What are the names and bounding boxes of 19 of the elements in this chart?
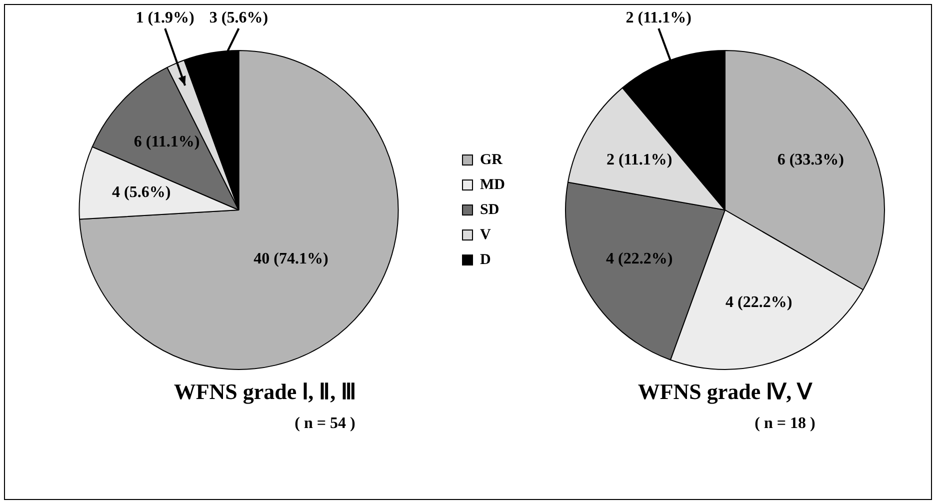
- data-label: 2 (11.1%): [626, 10, 692, 27]
- data-label: 4 (22.2%): [606, 250, 673, 268]
- data-label: 1 (1.9%): [136, 10, 194, 27]
- legend-label: D: [480, 252, 492, 268]
- data-label: 40 (74.1%): [254, 250, 328, 268]
- data-label: 6 (33.3%): [777, 152, 844, 169]
- data-label: 4 (22.2%): [725, 294, 792, 312]
- legend-label: MD: [480, 176, 506, 193]
- text: WFNS grade Ⅰ, Ⅱ, Ⅲ: [172, 379, 358, 405]
- data-label: 3 (5.6%): [209, 10, 268, 27]
- data-label: 4 (5.6%): [112, 184, 171, 201]
- legend-label: SD: [480, 202, 500, 218]
- text: ( n = 18 ): [754, 415, 816, 433]
- text: ( n = 54 ): [294, 415, 356, 433]
- text: WFNS grade Ⅳ, Ⅴ: [636, 379, 814, 405]
- data-label: 2 (11.1%): [606, 152, 672, 169]
- legend-label: V: [480, 226, 492, 243]
- data-label: 6 (11.1%): [134, 133, 200, 150]
- legend-label: GR: [480, 152, 503, 168]
